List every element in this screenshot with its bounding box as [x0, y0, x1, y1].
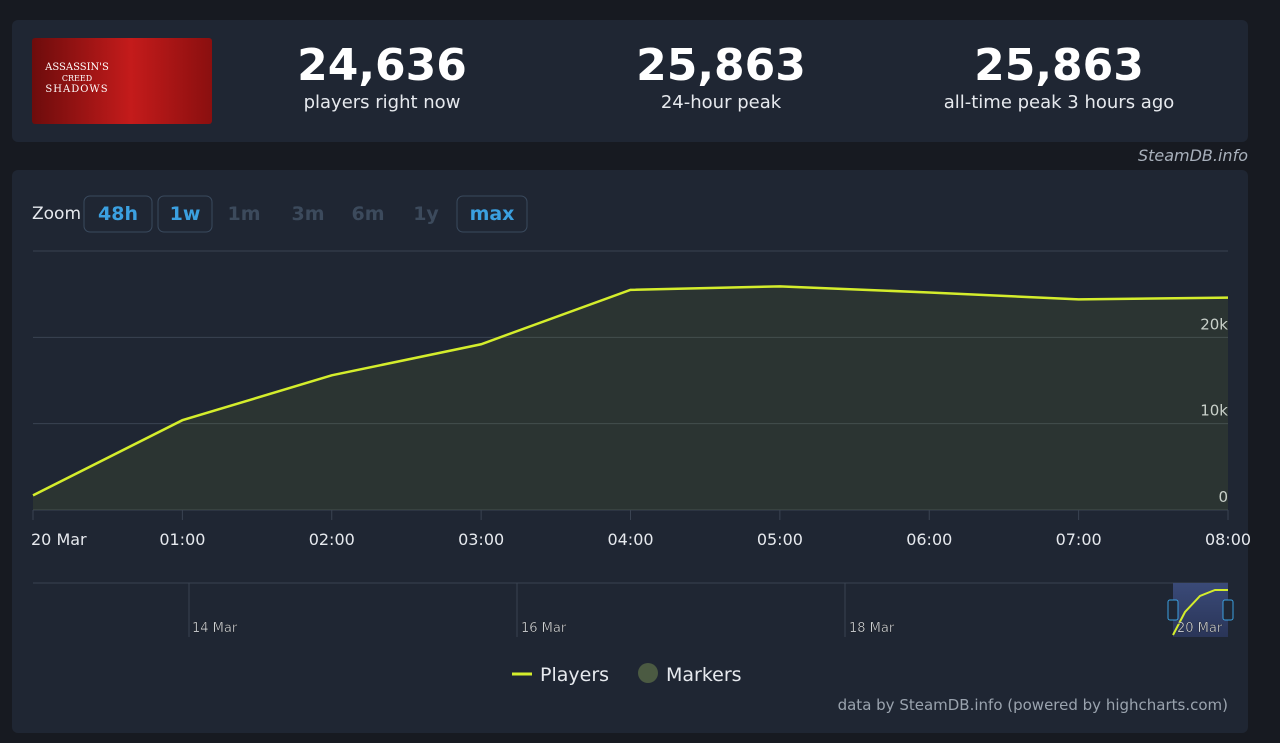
stat-label: players right now	[303, 92, 461, 113]
legend-label[interactable]: Markers	[666, 664, 742, 686]
x-tick-label: 20 Mar	[31, 530, 87, 549]
x-tick-label: 01:00	[159, 530, 205, 549]
credits[interactable]: data by SteamDB.info (powered by highcha…	[838, 696, 1228, 714]
zoom-label: Zoom	[32, 204, 81, 224]
zoom-button[interactable]: 3m	[291, 203, 324, 225]
zoom-button-box[interactable]	[83, 195, 153, 233]
stat-value: 25,863	[636, 40, 806, 91]
zoom-button[interactable]: max	[470, 203, 515, 225]
stat-label: 24-hour peak	[660, 92, 782, 113]
y-tick-label: 10k	[1200, 402, 1228, 420]
zoom-button[interactable]: 6m	[351, 203, 384, 225]
navigator-label: 18 Mar	[849, 621, 895, 636]
x-tick-label: 02:00	[309, 530, 355, 549]
line	[32, 285, 1229, 497]
stat: 24,636 players right now	[232, 40, 532, 113]
x-tick-label: 05:00	[757, 530, 803, 549]
navigator-line	[1172, 589, 1228, 636]
zoom-button[interactable]: 1y	[413, 203, 439, 225]
navigator-label: 14 Mar	[192, 621, 238, 636]
chart-panel	[12, 170, 1248, 733]
x-tick-label: 08:00	[1205, 530, 1251, 549]
zoom-button-box[interactable]	[157, 195, 213, 233]
navigator-selection[interactable]	[1173, 583, 1228, 637]
zoom-button-box[interactable]	[456, 195, 528, 233]
x-tick-label: 07:00	[1056, 530, 1102, 549]
legend-label[interactable]: Players	[540, 664, 609, 686]
navigator-handle[interactable]	[1167, 599, 1179, 621]
zoom-button[interactable]: 1m	[227, 203, 260, 225]
source-link[interactable]: SteamDB.info	[1137, 146, 1248, 165]
art-text: SHADOWS	[45, 84, 109, 95]
art-text: CREED	[61, 74, 93, 83]
x-tick-label: 04:00	[607, 530, 653, 549]
x-tick-label: 03:00	[458, 530, 504, 549]
legend-symbol	[638, 663, 658, 683]
navigator-label: 20 Mar	[1177, 621, 1223, 636]
y-tick-label: 20k	[1200, 315, 1228, 333]
navigator-handle[interactable]	[1222, 599, 1234, 621]
y-tick-label: 0	[1218, 488, 1228, 506]
navigator-label: 16 Mar	[521, 621, 567, 636]
stat: 25,863 all-time peak 3 hours ago	[909, 40, 1209, 113]
area-fill	[33, 286, 1228, 510]
art-text: ASSASSIN'S	[45, 62, 109, 73]
stat-label: all-time peak 3 hours ago	[943, 92, 1175, 113]
stat-value: 24,636	[297, 40, 467, 91]
game-art[interactable]: ASSASSIN'S CREED SHADOWS	[32, 38, 212, 124]
zoom-button[interactable]: 1w	[170, 203, 201, 225]
zoom-button[interactable]: 48h	[98, 203, 138, 225]
stat: 25,863 24-hour peak	[571, 40, 871, 113]
stats-panel	[12, 20, 1248, 142]
stat-value: 25,863	[974, 40, 1144, 91]
x-tick-label: 06:00	[906, 530, 952, 549]
